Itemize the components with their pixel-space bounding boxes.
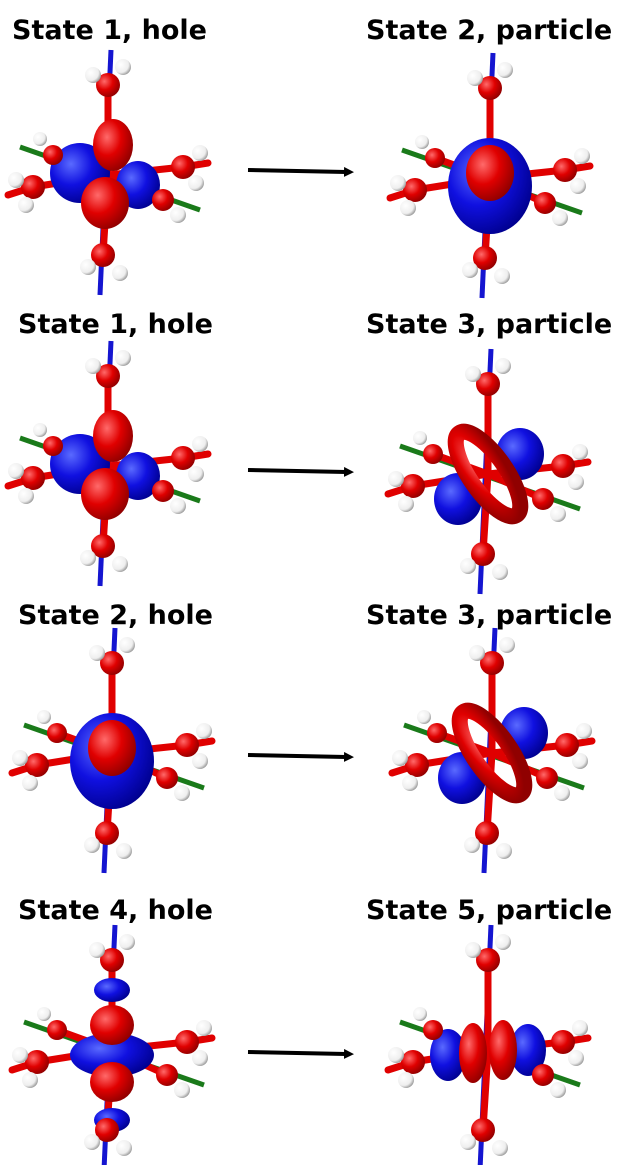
particle-molecule xyxy=(392,628,592,873)
row: State 4, hole State 5, particle xyxy=(12,895,612,1165)
hole-molecule xyxy=(12,628,212,873)
hole-label: State 4, hole xyxy=(18,895,213,926)
arrow xyxy=(248,170,346,172)
row: State 1, hole State 3, particle xyxy=(8,309,612,594)
row: State 2, hole State 3, particle xyxy=(12,600,612,873)
particle-molecule xyxy=(390,53,590,298)
figure: State 1, hole State 2, particle State 1,… xyxy=(0,0,619,1165)
particle-molecule xyxy=(388,349,588,594)
hole-molecule xyxy=(8,50,208,295)
arrow xyxy=(248,755,346,757)
particle-label: State 5, particle xyxy=(366,895,612,926)
row: State 1, hole State 2, particle xyxy=(8,15,612,298)
hole-molecule xyxy=(8,341,208,586)
particle-label: State 2, particle xyxy=(366,15,612,46)
particle-label: State 3, particle xyxy=(366,600,612,631)
hole-label: State 2, hole xyxy=(18,600,213,631)
arrow xyxy=(248,1052,346,1054)
arrow xyxy=(248,470,346,472)
particle-label: State 3, particle xyxy=(366,309,612,340)
particle-molecule xyxy=(388,925,588,1165)
hole-molecule xyxy=(12,925,212,1165)
hole-label: State 1, hole xyxy=(12,15,207,46)
hole-label: State 1, hole xyxy=(18,309,213,340)
